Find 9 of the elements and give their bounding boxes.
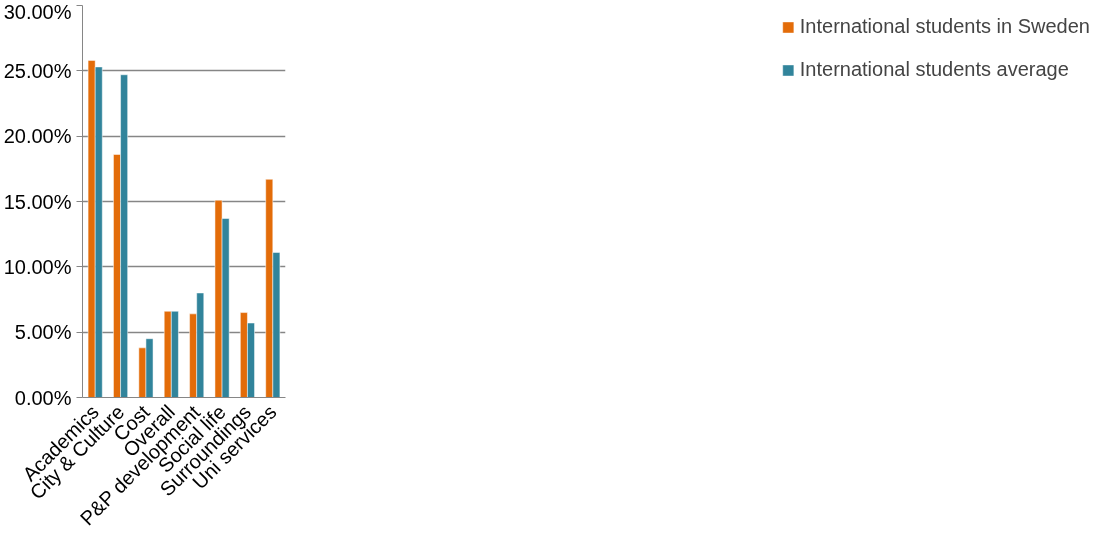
legend-label: International students in Sweden [799, 15, 1090, 38]
y-tick-label: 20.00% [3, 125, 72, 148]
y-tick-label: 15.00% [3, 190, 72, 213]
y-tick-label: 30.00% [3, 0, 72, 23]
y-tick-label: 0.00% [14, 386, 72, 409]
y-tick-label: 10.00% [3, 255, 72, 278]
legend-label: International students average [799, 58, 1069, 81]
y-tick-label: 5.00% [14, 321, 72, 344]
y-tick-label: 25.00% [3, 59, 72, 82]
